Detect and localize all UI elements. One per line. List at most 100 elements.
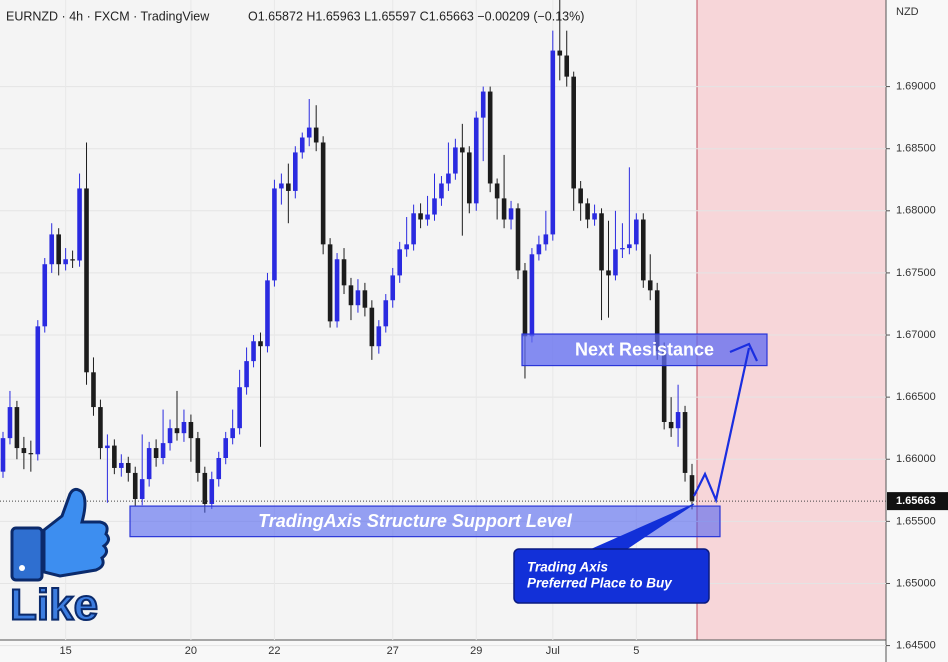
candle-body [49,234,55,265]
candle-body [42,264,48,327]
candle-body [28,453,34,455]
candle-body [139,479,145,500]
time-axis-panel [0,640,886,662]
y-tick-label: 1.64500 [896,639,936,651]
y-tick-label: 1.67500 [896,267,936,279]
candle-body [599,213,604,271]
candle-body [397,249,402,276]
candle-body [174,428,180,434]
y-tick-label: 1.66500 [896,391,936,403]
candle-body [585,203,590,220]
zone-box [129,505,721,538]
candle-body [286,183,291,191]
x-tick-label: 15 [60,645,72,657]
y-tick-label: 1.67000 [896,329,936,341]
x-tick-label: 20 [185,645,197,657]
candle-body [501,198,507,220]
candle-body [654,290,660,352]
candle-body [425,214,430,220]
candle-body [675,412,681,429]
y-tick-label: 1.65000 [896,577,936,589]
candle-body [432,198,437,215]
candle-body [132,472,138,500]
candle-body [279,183,284,189]
candle-body [293,152,298,191]
candle-body [327,244,333,322]
candle-body [119,462,124,468]
candles [0,0,695,513]
x-tick-label: 22 [268,645,280,657]
candle-body [146,448,152,480]
candle-body [223,438,229,459]
candle-body [613,249,618,276]
candle-body [404,244,409,250]
candle-body [564,55,570,77]
candle-body [313,127,319,143]
y-tick-label: 1.68500 [896,143,936,155]
candle-body [306,127,312,138]
callout-box [513,548,710,604]
candle-body [320,142,326,245]
candle-body [418,213,423,220]
callout-text: Preferred Place to Buy [527,576,673,591]
candle-body [522,270,528,337]
candle-body [181,421,187,434]
candle-body [515,208,521,271]
candle-body [661,351,667,422]
currency-label: NZD [896,6,919,18]
candle-body [362,290,368,308]
arrow-head [729,342,758,362]
candle-body [606,270,611,276]
candle-body [167,428,173,444]
candle-body [230,428,235,439]
candle-body [557,50,563,56]
candle-body [369,307,375,347]
candle-body [439,183,444,199]
candle-body [341,259,347,286]
candle-body [63,259,68,265]
last-price-box [887,492,948,511]
badge-cuff [10,526,44,582]
candle-body [98,407,103,449]
candle-body [383,300,389,327]
candle-body [550,50,556,235]
candle-body [251,341,256,362]
candle-body [195,438,201,473]
candle-body [376,326,382,347]
candle-body [592,213,597,220]
candle-body [272,188,277,281]
candle-body [689,475,695,502]
candle-body [355,290,361,306]
badge-thumb [42,487,111,578]
candle-body [453,147,458,174]
candle-body [7,407,13,439]
candle-body [153,448,159,459]
candle-body [202,472,208,504]
candle-body [91,372,96,408]
candle-body [446,173,451,184]
candle-body [265,280,270,347]
last-price-label: 1.65663 [896,495,936,507]
candle-body [258,341,263,347]
candle-body [216,458,222,480]
x-tick-label: 29 [470,645,482,657]
candle-body [578,188,583,204]
x-tick-label: Jul [546,645,560,657]
candle-body [627,244,632,249]
chart-title: EURNZD · 4h · FXCM · TradingView [6,9,210,23]
future-region [697,0,886,640]
callout-text: Trading Axis [527,560,609,575]
candle-body [237,387,242,429]
candle-body [70,259,75,261]
candle-body [244,361,249,388]
y-tick-label: 1.66000 [896,453,936,465]
candle-body [487,91,493,184]
candle-body [571,76,576,189]
candle-body [348,285,354,306]
candle-body [160,443,166,459]
ohlc-legend: O1.65872 H1.65963 L1.65597 C1.65663 −0.0… [248,9,584,23]
candle-body [494,183,500,199]
candle-body [0,438,6,472]
candle-body [647,280,653,291]
